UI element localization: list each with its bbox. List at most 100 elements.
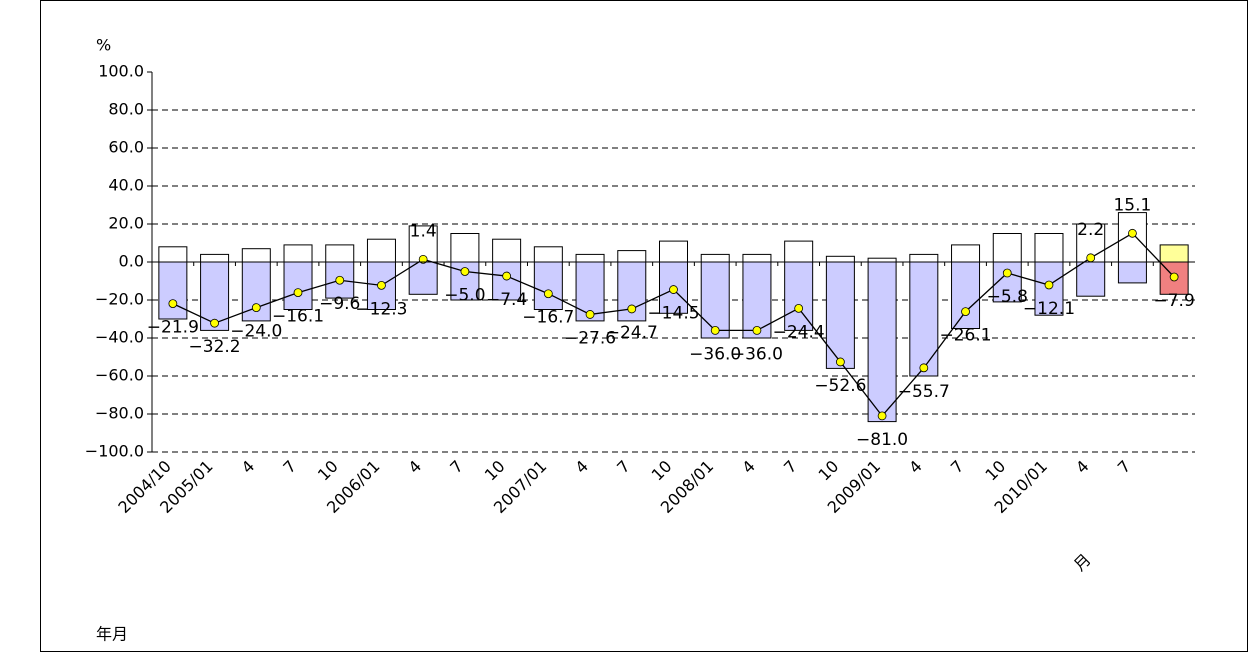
bar xyxy=(1159,244,1189,263)
bar xyxy=(867,261,897,423)
data-label: −16.7 xyxy=(522,308,574,328)
bar xyxy=(909,261,939,377)
data-label: −5.8 xyxy=(987,287,1028,307)
bar xyxy=(1117,261,1147,284)
y-tick-label: −100.0 xyxy=(85,442,144,461)
data-label: −21.9 xyxy=(147,318,199,338)
y-tick-label: −60.0 xyxy=(95,366,144,385)
data-label: −36.0 xyxy=(731,344,783,364)
bar xyxy=(158,261,188,320)
point xyxy=(418,254,428,264)
y-tick-label: 80.0 xyxy=(108,100,144,119)
data-label: −12.3 xyxy=(355,299,407,319)
bar xyxy=(617,261,647,322)
bar xyxy=(200,253,230,263)
point xyxy=(335,275,345,285)
y-tick-label: 60.0 xyxy=(108,138,144,157)
data-label: 1.4 xyxy=(410,221,437,241)
data-label: −27.6 xyxy=(564,328,616,348)
point xyxy=(1044,280,1054,290)
y-tick-label: −80.0 xyxy=(95,404,144,423)
data-label: −16.1 xyxy=(272,307,324,327)
point xyxy=(168,299,178,309)
y-tick-label: 0.0 xyxy=(119,252,144,271)
data-label: 2.2 xyxy=(1077,220,1104,240)
bar xyxy=(659,240,688,263)
data-label: −9.6 xyxy=(319,294,360,314)
bar xyxy=(158,246,188,263)
point xyxy=(1002,268,1012,278)
point xyxy=(251,303,261,313)
bar xyxy=(408,261,438,295)
point xyxy=(1086,253,1096,263)
bar xyxy=(366,238,396,263)
bar xyxy=(241,261,271,322)
data-label: −24.0 xyxy=(230,322,282,342)
y-tick-label: −40.0 xyxy=(95,328,144,347)
bar xyxy=(283,261,313,310)
data-label: −14.5 xyxy=(647,304,699,324)
data-label: −7.9 xyxy=(1153,291,1194,311)
y-tick-label: 100.0 xyxy=(98,62,144,81)
bar xyxy=(742,253,772,263)
bar xyxy=(450,233,480,263)
point xyxy=(752,325,762,335)
data-label: −52.6 xyxy=(814,376,866,396)
bar xyxy=(575,261,605,322)
point xyxy=(835,357,845,367)
point xyxy=(460,267,470,276)
bar xyxy=(867,257,897,263)
bar xyxy=(700,253,730,263)
point xyxy=(543,289,553,299)
point xyxy=(961,307,970,316)
bar xyxy=(617,250,647,263)
bar xyxy=(283,244,313,263)
point xyxy=(627,304,637,314)
point xyxy=(794,303,804,313)
point xyxy=(502,271,512,281)
bar xyxy=(533,246,563,263)
data-label: −24.7 xyxy=(606,323,658,343)
point xyxy=(1128,228,1137,238)
bar xyxy=(492,238,522,263)
bar xyxy=(533,261,563,310)
bar xyxy=(992,233,1022,263)
point xyxy=(585,310,595,319)
bar xyxy=(492,261,522,301)
bar xyxy=(700,261,730,339)
data-label: −55.7 xyxy=(898,382,950,402)
bar xyxy=(909,253,939,263)
y-tick-label: 40.0 xyxy=(108,176,144,195)
point xyxy=(877,411,887,421)
chart-frame xyxy=(40,0,1248,652)
point xyxy=(669,285,678,294)
point xyxy=(1169,272,1179,282)
y-tick-label: −20.0 xyxy=(95,290,144,309)
bar xyxy=(575,253,605,263)
bar xyxy=(825,255,855,263)
data-label: −81.0 xyxy=(856,430,908,450)
bar xyxy=(1076,261,1106,297)
data-label: −36.0 xyxy=(689,344,741,364)
data-label: −7.4 xyxy=(486,290,527,310)
y-tick-label: 20.0 xyxy=(108,214,144,233)
data-label: −26.1 xyxy=(939,326,991,346)
bar xyxy=(241,248,271,263)
data-label: −5.0 xyxy=(444,286,485,306)
point xyxy=(210,318,219,328)
bar xyxy=(784,240,814,263)
data-label: 15.1 xyxy=(1113,195,1151,215)
bar xyxy=(825,261,855,369)
y-axis-label: % xyxy=(96,36,111,55)
point xyxy=(377,280,386,290)
data-label: −24.4 xyxy=(773,322,825,342)
bar xyxy=(951,244,981,263)
bar xyxy=(784,261,814,331)
bar xyxy=(951,261,981,329)
bar xyxy=(325,244,355,263)
point xyxy=(710,325,720,335)
bar xyxy=(1034,233,1064,263)
annotation: 年月 xyxy=(96,625,128,644)
data-label: −12.1 xyxy=(1023,299,1075,319)
